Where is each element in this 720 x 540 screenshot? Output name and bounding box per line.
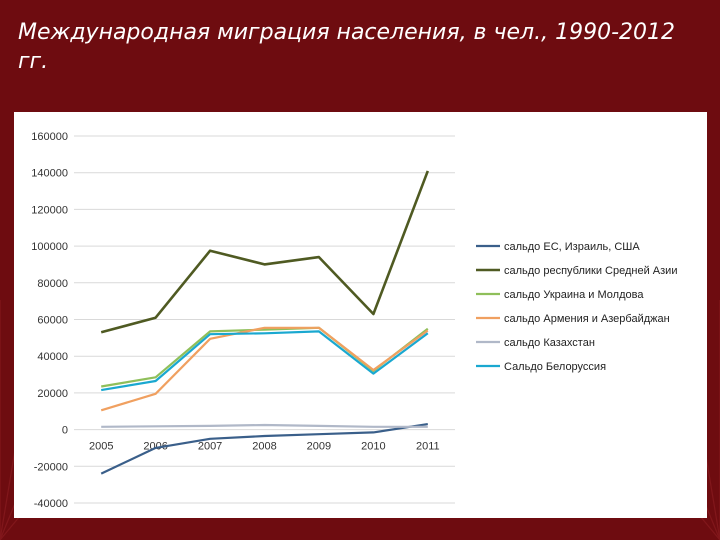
y-tick-label: 120000 [31, 204, 68, 216]
legend-label: сальдо Казахстан [504, 337, 595, 349]
y-tick-label: 100000 [31, 241, 68, 253]
legend-label: сальдо республики Средней Азии [504, 265, 677, 277]
x-tick-label: 2009 [307, 441, 331, 453]
y-tick-label: 140000 [31, 168, 68, 180]
series-line-6 [101, 330, 429, 392]
series-line-2 [100, 170, 430, 334]
legend-label: сальдо ЕС, Израиль, США [504, 241, 640, 253]
series-lines [100, 170, 430, 475]
y-axis-ticks: -40000 -20000 0 20000 40000 60000 80000 100000 1… [31, 131, 68, 510]
x-tick-label: 2007 [198, 441, 222, 453]
series-line-5 [101, 423, 428, 428]
slide-title: Международная миграция населения, в чел.… [18, 20, 676, 74]
y-tick-label: 80000 [37, 278, 68, 290]
series-line-3 [101, 326, 429, 388]
y-tick-label: 60000 [37, 315, 68, 327]
x-axis-ticks: 2005 2006 2007 2008 2009 2010 2011 [89, 441, 440, 453]
grid-lines [74, 135, 455, 504]
y-tick-label: -40000 [34, 498, 68, 510]
series-line-4 [100, 326, 429, 412]
legend-label: Сальдо Белоруссия [504, 361, 606, 373]
chart-panel: -40000 -20000 0 20000 40000 60000 80000 100000 1… [14, 112, 707, 518]
y-tick-label: 160000 [31, 131, 68, 143]
x-tick-label: 2010 [361, 441, 385, 453]
legend-label: сальдо Украина и Молдова [504, 289, 644, 301]
y-tick-label: 20000 [37, 388, 68, 400]
legend-label: сальдо Армения и Азербайджан [504, 313, 670, 325]
y-tick-label: 0 [62, 425, 68, 437]
y-tick-label: 40000 [37, 351, 68, 363]
line-chart: -40000 -20000 0 20000 40000 60000 80000 100000 1… [31, 131, 677, 510]
series-line-1 [100, 423, 428, 475]
x-tick-label: 2008 [252, 441, 276, 453]
y-tick-label: -20000 [34, 461, 68, 473]
x-tick-label: 2005 [89, 441, 113, 453]
legend: сальдо ЕС, Израиль, США сальдо республики… [476, 241, 677, 373]
x-tick-label: 2011 [416, 441, 440, 453]
